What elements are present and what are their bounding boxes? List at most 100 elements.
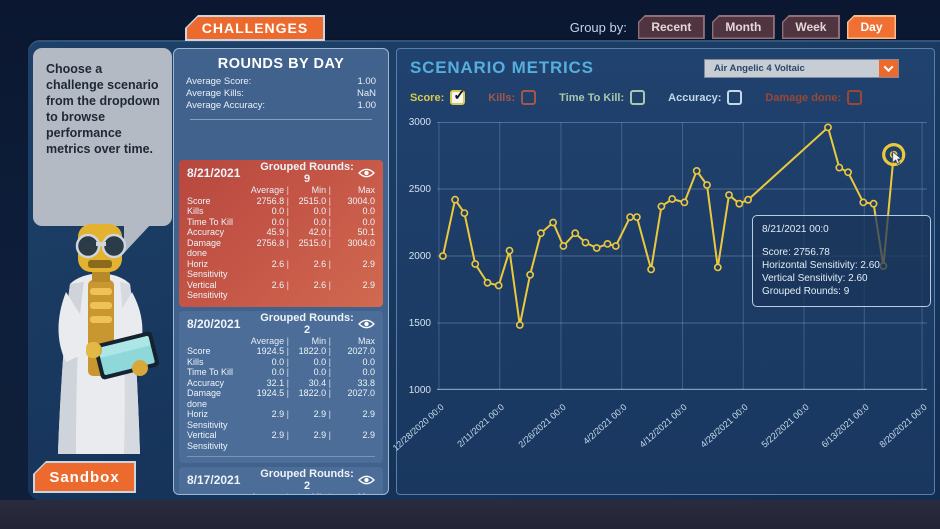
day-card-8-21-2021[interactable]: 8/21/2021 Grouped Rounds: 9AverageMinMaxS…: [179, 160, 383, 307]
metric-toggles: Score: ✓ Kills: Time To Kill: Accuracy: Damag…: [410, 87, 863, 105]
speech-bubble-tail: [124, 223, 152, 253]
rounds-panel-title: ROUNDS BY DAY: [217, 56, 345, 72]
speech-text: Choose a challenge scenario from the dro…: [46, 62, 160, 156]
x-axis-tick-label: 5/22/2021 00:0: [759, 402, 811, 450]
toggle-time-to-kill[interactable]: Time To Kill:: [559, 90, 646, 105]
robot-character: [58, 224, 160, 454]
day-card-date: 8/21/2021: [187, 166, 241, 180]
grouped-rounds-label: Grouped Rounds: 9: [260, 161, 354, 185]
y-axis-tick-label: 1000: [408, 385, 431, 396]
group-by-bar: Group by: Recent Month Week Day: [570, 15, 896, 39]
toggle-score[interactable]: Score: ✓: [410, 87, 466, 105]
tooltip-line: Grouped Rounds: 9: [762, 286, 850, 297]
x-axis-tick-label: 2/26/2021 00:0: [516, 402, 568, 450]
average-stat-row: Average Kills: NaN: [186, 88, 376, 99]
footer-bar: [0, 500, 940, 529]
y-axis-tick-label: 3000: [408, 117, 431, 128]
column-headers: AverageMinMax: [187, 336, 375, 347]
challenges-tab-label: CHALLENGES: [201, 20, 309, 36]
toggle-kills[interactable]: Kills:: [488, 90, 537, 105]
day-card-date: 8/17/2021: [187, 473, 241, 487]
toggle-label: Score:: [410, 91, 445, 104]
day-card-8-20-2021[interactable]: 8/20/2021 Grouped Rounds: 2AverageMinMaxS…: [179, 310, 383, 463]
tooltip-line: Horizontal Sensitivity: 2.60: [762, 260, 880, 271]
eye-icon[interactable]: [355, 475, 375, 485]
average-stat-row: Average Accuracy: 1.00: [186, 100, 376, 111]
group-by-label: Group by:: [569, 19, 627, 35]
scenario-dropdown[interactable]: Air Angelic 4 Voltaic: [704, 59, 899, 78]
group-by-month-button[interactable]: Month: [711, 15, 775, 39]
x-axis-tick-label: 8/20/2021 00:0: [877, 402, 929, 450]
column-headers: AverageMinMax: [187, 492, 375, 494]
toggle-damage-done[interactable]: Damage done:: [765, 90, 863, 105]
challenges-tab[interactable]: CHALLENGES: [185, 15, 325, 41]
selected-point-marker: [882, 142, 906, 167]
x-axis-labels: 12/28/2020 00:0 2/11/2021 00:0 2/26/2021 0…: [391, 394, 929, 464]
scenario-dropdown-value: Air Angelic 4 Voltaic: [714, 63, 805, 74]
checkbox-kills[interactable]: [521, 90, 537, 105]
chart-area: 3000 2500 2000 1500 1000 12/28/2020 00:0 2/11…: [391, 111, 934, 494]
toggle-label: Accuracy:: [668, 91, 722, 104]
x-axis-tick-label: 6/13/2021 00:0: [819, 402, 871, 450]
x-axis-tick-label: 2/11/2021 00:0: [455, 402, 507, 450]
group-by-buttons: Recent Month Week Day: [637, 15, 896, 39]
sandbox-button[interactable]: Sandbox: [33, 461, 136, 493]
y-axis-tick-label: 2500: [408, 184, 431, 195]
checkbox-score[interactable]: ✓: [450, 87, 466, 105]
x-axis-tick-label: 4/12/2021 00:0: [637, 402, 690, 450]
toggle-accuracy[interactable]: Accuracy:: [668, 90, 743, 105]
group-by-week-button[interactable]: Week: [781, 15, 840, 39]
tooltip-lines: Score: 2756.78 Horizontal Sensitivity: 2.…: [762, 246, 921, 298]
mouse-cursor: [892, 150, 903, 165]
rounds-by-day-panel: ROUNDS BY DAY Average Score: 1.00 Average …: [173, 48, 389, 495]
chevron-down-icon: [883, 62, 894, 73]
scenario-metrics-panel: SCENARIO METRICS Air Angelic 4 Voltaic S…: [391, 48, 935, 495]
divider: [190, 119, 372, 120]
toggle-label: Time To Kill:: [559, 91, 625, 104]
group-by-recent-button[interactable]: Recent: [637, 15, 705, 39]
divider: [187, 456, 375, 457]
x-axis-tick-label: 4/2/2021 00:0: [580, 402, 629, 447]
toggle-label: Damage done:: [765, 91, 842, 104]
speech-bubble: Choose a challenge scenario from the dro…: [33, 48, 172, 253]
checkbox-damage-done[interactable]: [847, 90, 863, 105]
group-by-day-button[interactable]: Day: [846, 15, 896, 39]
average-stat-row: Average Score: 1.00: [186, 76, 376, 87]
toggle-label: Kills:: [488, 91, 516, 104]
scenario-dropdown-button[interactable]: [879, 60, 898, 77]
average-stats: Average Score: 1.00 Average Kills: NaN Avera…: [174, 72, 388, 112]
checkmark-icon: ✓: [453, 87, 466, 104]
tooltip-line: Score: 2756.78: [762, 247, 830, 258]
eye-icon[interactable]: [355, 319, 375, 329]
eye-icon[interactable]: [355, 168, 375, 178]
checkbox-accuracy[interactable]: [727, 90, 743, 105]
tooltip-line: Vertical Sensitivity: 2.60: [762, 273, 868, 284]
x-axis-tick-label: 4/28/2021 00:0: [698, 402, 750, 450]
checkbox-time-to-kill[interactable]: [630, 90, 646, 105]
scenario-metrics-title: SCENARIO METRICS: [410, 58, 594, 77]
grouped-rounds-label: Grouped Rounds: 2: [260, 468, 354, 492]
y-axis-tick-label: 2000: [408, 251, 431, 262]
chart-tooltip: 8/21/2021 00:0 Score: 2756.78 Horizontal …: [752, 215, 931, 307]
column-headers: AverageMinMax: [187, 185, 375, 196]
score-line-chart[interactable]: [437, 122, 927, 390]
x-axis-tick-label: 12/28/2020 00:0: [390, 402, 446, 453]
grouped-rounds-label: Grouped Rounds: 2: [260, 311, 354, 336]
sandbox-button-label: Sandbox: [49, 468, 120, 486]
